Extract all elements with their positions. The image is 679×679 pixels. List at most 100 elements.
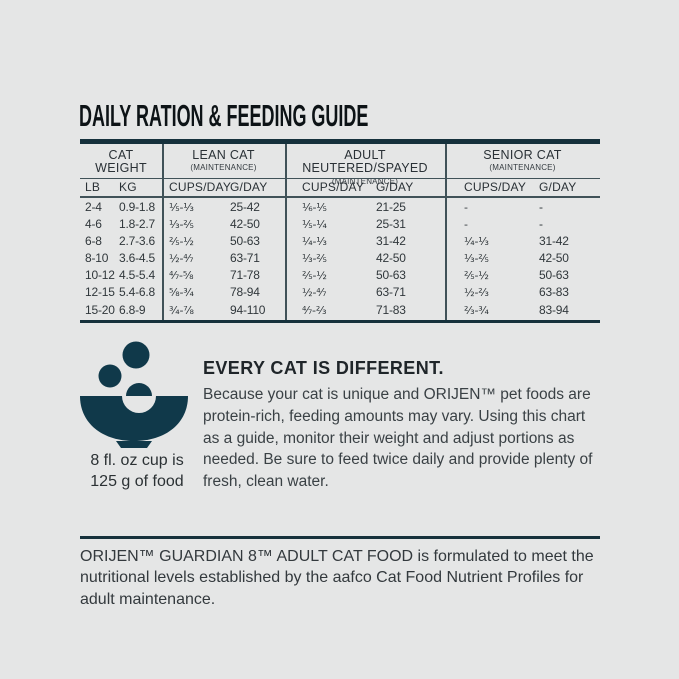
cell-lean-cups: ⅕-⅓ xyxy=(169,200,194,214)
cell-senior-g: - xyxy=(539,199,543,214)
cell-lean-cups: ⅓-⅖ xyxy=(169,217,194,231)
cell-lean-g: 94-110 xyxy=(230,302,266,317)
cell-lean-g: 63-71 xyxy=(230,251,260,266)
column-header-lean-g: G/DAY xyxy=(230,180,268,194)
cell-lb: 2-4 xyxy=(85,199,102,214)
cell-adult-cups: ⅙-⅕ xyxy=(302,200,327,214)
cell-lean-cups: ⅝-¾ xyxy=(169,286,194,300)
cell-lean-g: 50-63 xyxy=(230,233,260,248)
cell-adult-cups: ⅕-¼ xyxy=(302,217,327,231)
cell-lb: 10-12 xyxy=(85,268,115,283)
table-row: 2-4 0.9-1.8 ⅕-⅓ 25-42 ⅙-⅕ 21-25 - - xyxy=(80,199,600,216)
cell-lb: 15-20 xyxy=(85,302,115,317)
column-headers-row: LB KG CUPS/DAY G/DAY CUPS/DAY G/DAY CUPS… xyxy=(80,179,600,196)
cell-lean-cups: ⁴⁄₇-⅝ xyxy=(169,269,194,283)
cell-senior-cups: ¼-⅓ xyxy=(464,234,489,248)
note-body: Because your cat is unique and ORIJEN™ p… xyxy=(203,386,593,491)
cell-kg: 6.8-9 xyxy=(119,302,146,317)
cell-adult-cups: ⁴⁄₇-⅔ xyxy=(302,303,327,317)
cell-adult-cups: ¼-⅓ xyxy=(302,234,327,248)
feeding-table: CAT WEIGHT LEAN CAT (MAINTENANCE) ADULT … xyxy=(80,139,600,323)
cup-caption-line2: 125 g of food xyxy=(90,472,184,490)
footer-statement: ORIJEN™ GUARDIAN 8™ ADULT CAT FOOD is fo… xyxy=(80,548,594,608)
table-vertical-divider xyxy=(162,143,164,320)
cell-adult-g: 42-50 xyxy=(376,251,406,266)
cell-senior-cups: ½-⅔ xyxy=(464,286,489,300)
table-vertical-divider xyxy=(285,143,287,320)
cell-lean-g: 42-50 xyxy=(230,216,260,231)
cell-adult-g: 50-63 xyxy=(376,268,406,283)
cell-senior-cups: - xyxy=(464,217,468,231)
cell-adult-g: 31-42 xyxy=(376,233,406,248)
cell-adult-g: 21-25 xyxy=(376,199,406,214)
column-group-cat-weight: CAT WEIGHT xyxy=(80,144,162,178)
column-group-adult-neutered: ADULT NEUTERED/SPAYED (MAINTENANCE) xyxy=(285,144,445,186)
cell-lb: 12-15 xyxy=(85,285,115,300)
cell-adult-g: 63-71 xyxy=(376,285,406,300)
cell-senior-cups: ⅖-½ xyxy=(464,269,489,283)
cell-senior-g: 50-63 xyxy=(539,268,569,283)
column-group-lean-cat: LEAN CAT (MAINTENANCE) xyxy=(162,144,285,178)
cell-senior-g: 42-50 xyxy=(539,251,569,266)
table-row: 10-12 4.5-5.4 ⁴⁄₇-⅝ 71-78 ⅖-½ 50-63 ⅖-½ … xyxy=(80,267,600,284)
column-group-senior-cat: SENIOR CAT (MAINTENANCE) xyxy=(445,144,600,178)
group-sublabel: (MAINTENANCE) xyxy=(331,176,399,186)
cell-kg: 1.8-2.7 xyxy=(119,216,155,231)
note-heading: EVERY CAT IS DIFFERENT. xyxy=(203,358,444,378)
column-header-lean-cups: CUPS/DAY xyxy=(169,180,232,194)
cell-senior-g: 63-83 xyxy=(539,285,569,300)
table-divider-rule xyxy=(80,196,600,198)
column-header-senior-cups: CUPS/DAY xyxy=(464,180,527,194)
group-label: LEAN CAT xyxy=(192,147,255,162)
group-label: SENIOR CAT xyxy=(483,147,562,162)
group-label: ADULT NEUTERED/SPAYED xyxy=(302,147,428,175)
cell-lean-g: 71-78 xyxy=(230,268,260,283)
cell-senior-cups: ⅔-¾ xyxy=(464,303,489,317)
table-row: 15-20 6.8-9 ¾-⅞ 94-110 ⁴⁄₇-⅔ 71-83 ⅔-¾ 8… xyxy=(80,302,600,319)
table-row: 4-6 1.8-2.7 ⅓-⅖ 42-50 ⅕-¼ 25-31 - - xyxy=(80,216,600,233)
cell-senior-cups: ⅓-⅖ xyxy=(464,252,489,266)
table-bottom-rule xyxy=(80,319,600,323)
table-divider-rule xyxy=(80,177,600,179)
column-header-senior-g: G/DAY xyxy=(539,180,577,194)
footer-rule xyxy=(80,535,600,539)
cell-lb: 6-8 xyxy=(85,233,102,248)
column-header-adult-cups: CUPS/DAY xyxy=(302,180,365,194)
cell-adult-cups: ½-⁴⁄₇ xyxy=(302,286,327,300)
cell-lean-cups: ⅖-½ xyxy=(169,234,194,248)
food-bowl-icon xyxy=(80,341,188,448)
table-row: 6-8 2.7-3.6 ⅖-½ 50-63 ¼-⅓ 31-42 ¼-⅓ 31-4… xyxy=(80,233,600,250)
cup-caption-line1: 8 fl. oz cup is xyxy=(90,452,184,469)
table-row: 12-15 5.4-6.8 ⅝-¾ 78-94 ½-⁴⁄₇ 63-71 ½-⅔ … xyxy=(80,284,600,301)
group-sublabel: (MAINTENANCE) xyxy=(489,163,556,172)
cell-kg: 2.7-3.6 xyxy=(119,233,155,248)
table-vertical-divider xyxy=(445,143,447,320)
cell-senior-cups: - xyxy=(464,200,468,214)
table-row: 8-10 3.6-4.5 ½-⁴⁄₇ 63-71 ⅓-⅖ 42-50 ⅓-⅖ 4… xyxy=(80,250,600,267)
cell-kg: 3.6-4.5 xyxy=(119,251,155,266)
cell-lean-cups: ¾-⅞ xyxy=(169,303,194,317)
table-top-rule xyxy=(80,139,600,144)
cell-kg: 0.9-1.8 xyxy=(119,199,155,214)
cell-senior-g: - xyxy=(539,216,543,231)
cell-kg: 4.5-5.4 xyxy=(119,268,155,283)
cell-adult-cups: ⅓-⅖ xyxy=(302,252,327,266)
table-body: 2-4 0.9-1.8 ⅕-⅓ 25-42 ⅙-⅕ 21-25 - - 4-6 … xyxy=(80,199,600,319)
cell-lb: 4-6 xyxy=(85,216,102,231)
cell-lb: 8-10 xyxy=(85,251,109,266)
group-label: CAT WEIGHT xyxy=(95,147,147,175)
cell-adult-g: 71-83 xyxy=(376,302,406,317)
cell-senior-g: 83-94 xyxy=(539,302,569,317)
cell-adult-cups: ⅖-½ xyxy=(302,269,327,283)
column-header-adult-g: G/DAY xyxy=(376,180,414,194)
page-title: DAILY RATION & FEEDING GUIDE xyxy=(79,98,369,133)
cup-measure-caption: 8 fl. oz cup is 125 g of food xyxy=(72,451,202,492)
group-sublabel: (MAINTENANCE) xyxy=(190,163,257,172)
cell-senior-g: 31-42 xyxy=(539,233,569,248)
cell-kg: 5.4-6.8 xyxy=(119,285,155,300)
cell-lean-g: 25-42 xyxy=(230,199,260,214)
column-header-lb: LB xyxy=(85,180,101,194)
cell-lean-g: 78-94 xyxy=(230,285,260,300)
cell-lean-cups: ½-⁴⁄₇ xyxy=(169,252,194,266)
